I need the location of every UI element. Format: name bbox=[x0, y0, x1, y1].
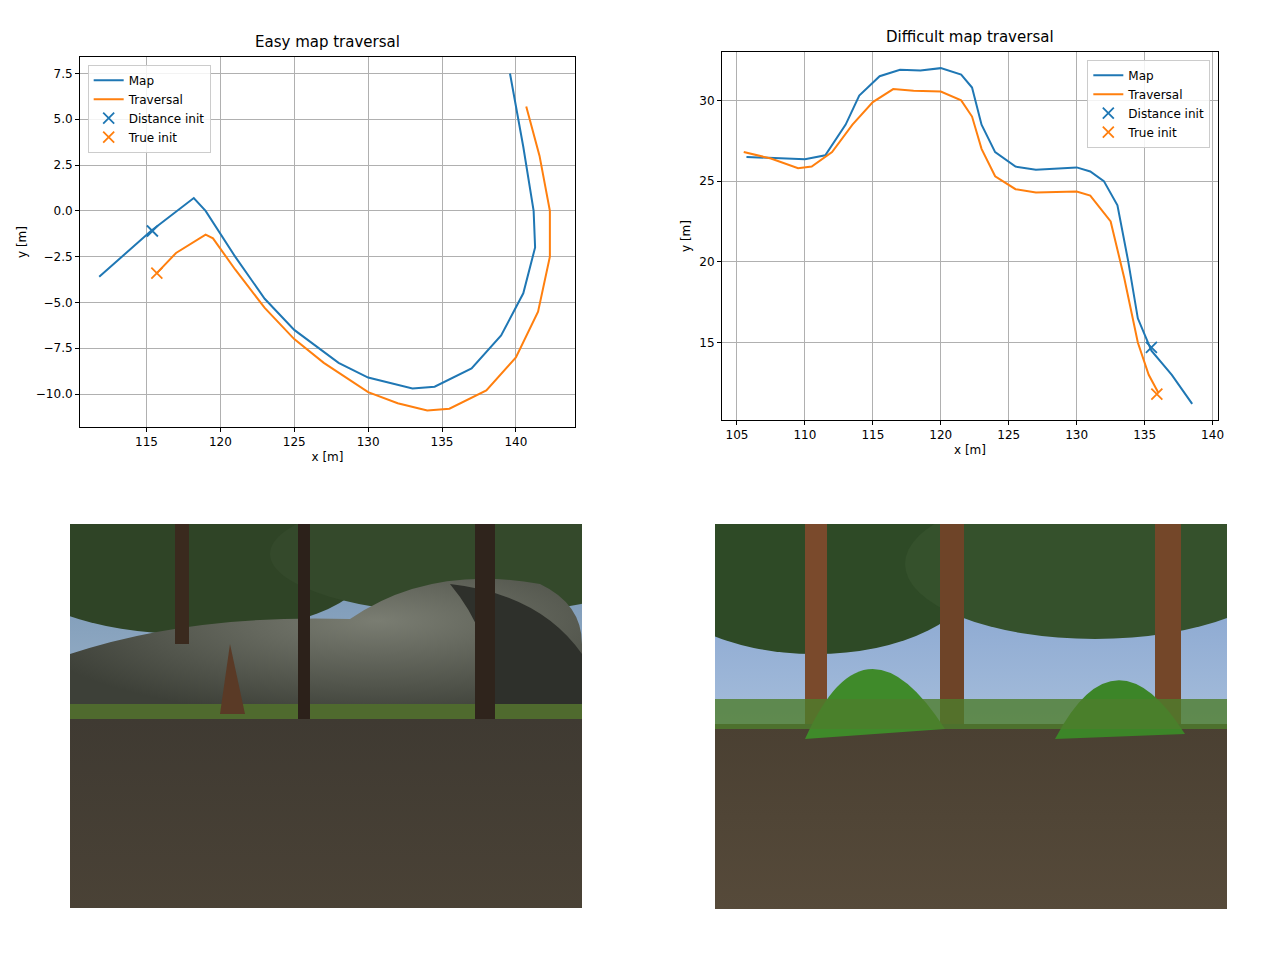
svg-text:Distance init: Distance init bbox=[129, 112, 205, 126]
svg-text:True init: True init bbox=[128, 131, 178, 145]
svg-text:x [m]: x [m] bbox=[954, 443, 986, 457]
svg-text:135: 135 bbox=[1133, 428, 1156, 442]
svg-text:105: 105 bbox=[725, 428, 748, 442]
svg-text:25: 25 bbox=[699, 174, 714, 188]
svg-text:15: 15 bbox=[699, 336, 714, 350]
svg-text:2.5: 2.5 bbox=[54, 158, 73, 172]
svg-text:125: 125 bbox=[997, 428, 1020, 442]
svg-text:130: 130 bbox=[1065, 428, 1088, 442]
svg-text:Traversal: Traversal bbox=[1127, 88, 1182, 102]
svg-text:115: 115 bbox=[135, 435, 158, 449]
svg-text:Easy map traversal: Easy map traversal bbox=[255, 33, 400, 51]
svg-text:140: 140 bbox=[504, 435, 527, 449]
svg-text:0.0: 0.0 bbox=[54, 204, 73, 218]
svg-text:Map: Map bbox=[129, 74, 154, 88]
svg-text:Traversal: Traversal bbox=[128, 93, 183, 107]
svg-text:y [m]: y [m] bbox=[15, 226, 29, 258]
svg-text:120: 120 bbox=[929, 428, 952, 442]
svg-text:135: 135 bbox=[431, 435, 454, 449]
svg-text:Map: Map bbox=[1128, 69, 1153, 83]
svg-text:Difficult map traversal: Difficult map traversal bbox=[886, 28, 1054, 46]
svg-text:20: 20 bbox=[699, 255, 714, 269]
svg-text:7.5: 7.5 bbox=[54, 67, 73, 81]
svg-text:140: 140 bbox=[1201, 428, 1224, 442]
svg-text:5.0: 5.0 bbox=[54, 112, 73, 126]
svg-text:115: 115 bbox=[861, 428, 884, 442]
svg-text:120: 120 bbox=[209, 435, 232, 449]
svg-text:130: 130 bbox=[357, 435, 380, 449]
svg-text:−2.5: −2.5 bbox=[43, 250, 72, 264]
svg-text:−7.5: −7.5 bbox=[43, 341, 72, 355]
svg-text:True init: True init bbox=[1127, 126, 1177, 140]
svg-text:Distance init: Distance init bbox=[1128, 107, 1204, 121]
svg-text:−5.0: −5.0 bbox=[43, 296, 72, 310]
svg-text:125: 125 bbox=[283, 435, 306, 449]
svg-text:110: 110 bbox=[793, 428, 816, 442]
svg-text:x [m]: x [m] bbox=[312, 450, 344, 464]
svg-text:−10.0: −10.0 bbox=[36, 387, 73, 401]
svg-text:y [m]: y [m] bbox=[679, 220, 693, 252]
svg-text:30: 30 bbox=[699, 94, 714, 108]
